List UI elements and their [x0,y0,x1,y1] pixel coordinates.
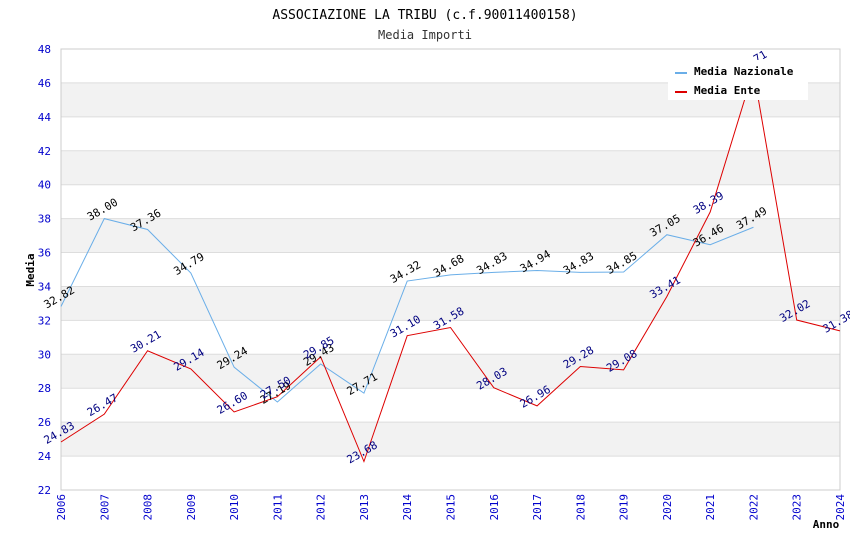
y-tick-label: 30 [38,348,51,361]
x-tick-label: 2010 [228,494,241,521]
x-tick-label: 2019 [618,494,631,521]
y-tick-label: 34 [38,280,52,293]
y-tick-label: 26 [38,416,51,429]
y-axis-label: Media [24,253,37,286]
x-tick-label: 2021 [704,494,717,521]
plot-band [61,456,840,490]
y-tick-label: 48 [38,43,51,56]
x-axis-ticks: 2006 2007 2008 2009 2010 2011 2012 2013 2014 2015… [55,494,847,521]
x-tick-label: 2020 [661,494,674,521]
y-axis-ticks: 22 24 26 28 30 32 34 36 38 40 42 44 46 48 [38,43,52,497]
y-tick-label: 38 [38,213,51,226]
x-tick-label: 2008 [142,494,155,521]
y-tick-label: 40 [38,179,51,192]
x-tick-label: 2022 [747,494,760,521]
x-tick-label: 2017 [531,494,544,521]
x-tick-label: 2023 [791,494,804,521]
y-tick-label: 36 [38,247,51,260]
x-tick-label: 2007 [98,494,111,521]
plot-band [61,422,840,457]
plot-band [61,320,840,355]
y-tick-label: 32 [38,314,51,327]
x-tick-label: 2018 [574,494,587,521]
plot-band [61,218,840,253]
x-tick-label: 2014 [401,494,414,521]
legend-label-media-ente: Media Ente [694,84,761,97]
plot-band [61,388,840,423]
y-tick-label: 44 [38,111,52,124]
y-tick-label: 24 [38,450,52,463]
plot-band [61,116,840,151]
series-layer [60,70,841,463]
x-tick-label: 2016 [488,494,501,521]
x-tick-label: 2012 [315,494,328,521]
x-tick-label: 2024 [834,494,847,521]
y-tick-label: 46 [38,77,51,90]
x-tick-label: 2011 [271,494,284,521]
plot-band [61,286,840,321]
x-tick-label: 2015 [445,494,458,521]
y-tick-label: 28 [38,382,51,395]
x-tick-label: 2009 [185,494,198,521]
legend-box [668,60,808,100]
plot-band [61,150,840,185]
y-tick-label: 42 [38,145,51,158]
legend-label-media-nazionale: Media Nazionale [694,65,794,78]
legend: Media Nazionale Media Ente [668,60,808,100]
x-tick-label: 2006 [55,494,68,521]
series-line-media-nazionale [60,218,754,403]
plot-band [61,252,840,287]
y-tick-label: 22 [38,484,51,497]
chart-subtitle: Media Importi [378,28,472,42]
x-axis-label: Anno [813,518,840,531]
plot-area [60,48,841,491]
x-tick-label: 2013 [358,494,371,521]
series-line-media-ente [60,70,841,463]
plot-band [61,354,840,389]
chart-title: ASSOCIAZIONE LA TRIBU (c.f.90011400158) [272,8,577,23]
